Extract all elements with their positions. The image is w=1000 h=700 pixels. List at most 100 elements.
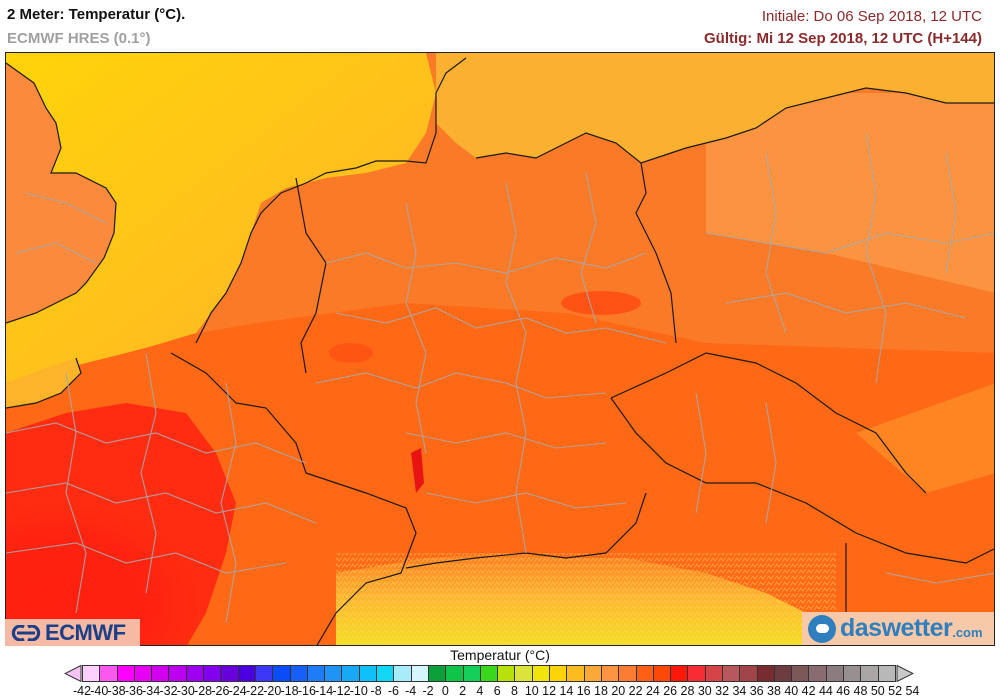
colorbar-cell xyxy=(358,665,377,682)
colorbar-tick-label: 36 xyxy=(749,684,764,698)
colorbar-cell xyxy=(704,665,722,682)
colorbar-tick-label: -10 xyxy=(349,684,368,698)
ecmwf-logo-icon xyxy=(11,624,41,641)
daswetter-logo-suffix: .com xyxy=(952,625,983,640)
colorbar-cell xyxy=(514,665,532,682)
colorbar-cell xyxy=(566,665,584,682)
colorbar-tick-label: 44 xyxy=(818,684,833,698)
colorbar-tick-label: -24 xyxy=(228,684,247,698)
colorbar-cell xyxy=(376,665,394,682)
ecmwf-logo-text: ECMWF xyxy=(45,619,126,645)
colorbar-cell xyxy=(531,665,550,682)
colorbar-tick-label: 24 xyxy=(645,684,660,698)
colorbar-tick-label: 18 xyxy=(594,684,608,698)
map-canvas xyxy=(6,53,994,645)
colorbar-tick-label: 8 xyxy=(511,684,518,698)
colorbar-cell xyxy=(151,665,169,682)
colorbar-cell xyxy=(341,665,359,682)
colorbar-tick-label: 14 xyxy=(559,684,574,698)
colorbar-tick-label: -42 xyxy=(72,684,92,698)
colorbar-cell xyxy=(445,665,463,682)
colorbar-tick-label: -18 xyxy=(280,684,299,698)
colorbar-tick-label: -26 xyxy=(211,684,230,698)
colorbar-tick-label: 28 xyxy=(680,684,695,698)
colorbar-tick-label: -36 xyxy=(124,684,143,698)
colorbar-cell xyxy=(756,665,774,682)
colorbar-tick-label: 22 xyxy=(628,684,643,698)
colorbar-cell xyxy=(583,665,601,682)
colorbar-cell xyxy=(254,665,273,682)
colorbar-tick-label: 32 xyxy=(715,684,730,698)
colorbar-cell xyxy=(82,665,100,682)
colorbar-cell xyxy=(185,665,204,682)
valid-time: Gültig: Mi 12 Sep 2018, 12 UTC (H+144) xyxy=(703,30,982,47)
daswetter-logo[interactable]: daswetter .com xyxy=(802,612,994,645)
colorbar-cell xyxy=(549,665,567,682)
colorbar-cell xyxy=(133,665,152,682)
initial-time: Initiale: Do 06 Sep 2018, 12 UTC xyxy=(761,8,982,25)
colorbar-tick-label: 6 xyxy=(493,684,501,698)
colorbar-cell xyxy=(635,665,653,682)
colorbar-tick-label: 10 xyxy=(524,684,539,698)
colorbar-over-arrow-icon xyxy=(896,665,914,682)
colorbar-cell xyxy=(721,665,740,682)
colorbar-tick-label: 26 xyxy=(663,684,678,698)
colorbar-tick-label: -28 xyxy=(194,684,213,698)
colorbar-cell xyxy=(203,665,221,682)
colorbar-cell xyxy=(272,665,290,682)
temperature-colorbar xyxy=(64,665,914,682)
colorbar-tick-label: 30 xyxy=(697,684,712,698)
ecmwf-logo: ECMWF xyxy=(5,619,140,646)
colorbar-cell xyxy=(497,665,515,682)
colorbar-tick-label: 16 xyxy=(576,684,591,698)
colorbar-tick-label: -16 xyxy=(297,684,316,698)
colorbar-tick-label: -40 xyxy=(90,684,109,698)
colorbar-cell xyxy=(410,665,428,682)
colorbar-tick-label: 42 xyxy=(801,684,816,698)
colorbar-title: Temperatur (°C) xyxy=(450,647,550,663)
colorbar-tick-label: 2 xyxy=(459,684,467,698)
map-title: 2 Meter: Temperatur (°C). xyxy=(7,6,186,23)
temperature-map[interactable] xyxy=(5,52,995,646)
colorbar-cell xyxy=(825,665,844,682)
colorbar-tick-label: -34 xyxy=(142,684,161,698)
colorbar-cell xyxy=(324,665,342,682)
colorbar-tick-label: -12 xyxy=(332,684,351,698)
colorbar-cell xyxy=(652,665,671,682)
colorbar-cell xyxy=(427,665,446,682)
colorbar-under-arrow-icon xyxy=(64,665,82,682)
colorbar-cell xyxy=(618,665,636,682)
colorbar-tick-label: 50 xyxy=(870,684,885,698)
colorbar-cell xyxy=(600,665,619,682)
colorbar-cell xyxy=(306,665,325,682)
colorbar-cell xyxy=(843,665,861,682)
colorbar-cell xyxy=(462,665,480,682)
cloud-bubble-icon xyxy=(808,614,836,643)
colorbar-cell xyxy=(99,665,117,682)
colorbar-cell xyxy=(773,665,792,682)
colorbar-tick-label: -6 xyxy=(387,684,399,698)
colorbar-cell xyxy=(237,665,255,682)
colorbar-tick-label: -20 xyxy=(263,684,282,698)
colorbar-cell xyxy=(687,665,705,682)
colorbar-tick-label: 46 xyxy=(836,684,851,698)
colorbar-tick-label: 12 xyxy=(542,684,557,698)
colorbar-cell xyxy=(670,665,688,682)
colorbar-tick-label: 0 xyxy=(441,684,449,698)
colorbar-cell xyxy=(220,665,238,682)
colorbar-tick-label: -32 xyxy=(159,684,178,698)
colorbar-cell xyxy=(860,665,878,682)
colorbar-cell xyxy=(808,665,826,682)
colorbar-tick-label: 40 xyxy=(784,684,799,698)
colorbar-cells xyxy=(82,665,896,682)
colorbar-tick-label: -2 xyxy=(422,684,434,698)
colorbar-cell xyxy=(479,665,498,682)
model-name: ECMWF HRES (0.1°) xyxy=(7,30,151,47)
colorbar-cell xyxy=(877,665,896,682)
colorbar-tick-label: 48 xyxy=(853,684,868,698)
colorbar-tick-label: -22 xyxy=(245,684,265,698)
colorbar-tick-label: -8 xyxy=(370,684,382,698)
colorbar-tick-label: -4 xyxy=(405,684,417,698)
colorbar-tick-label: 20 xyxy=(611,684,626,698)
colorbar-cell xyxy=(116,665,134,682)
